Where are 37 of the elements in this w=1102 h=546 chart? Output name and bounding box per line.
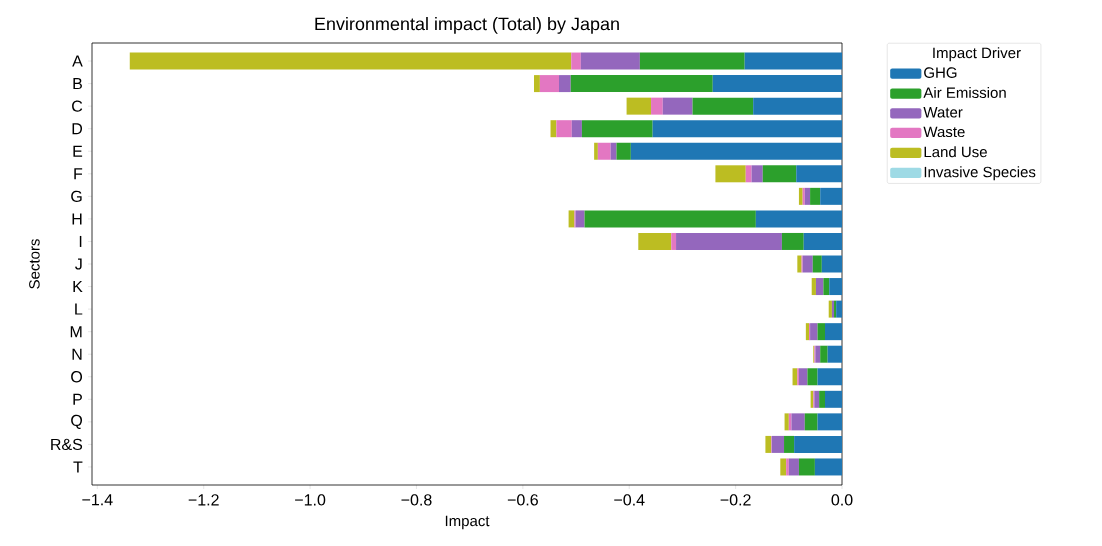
y-tick-label: R&S: [51, 438, 83, 451]
y-tick-label: H: [72, 213, 82, 225]
y-tick-label: I: [79, 235, 82, 247]
y-tick-label: B: [73, 78, 82, 90]
x-tick-label: −1.4: [82, 494, 113, 506]
y-tick-label: L: [75, 303, 83, 315]
y-tick-label: O: [71, 371, 83, 383]
x-tick-label: −0.2: [720, 494, 751, 506]
y-tick-label: Q: [71, 414, 83, 429]
x-tick-label: −1.0: [295, 494, 326, 506]
y-axis-title: Sectors: [29, 239, 40, 289]
x-tick-label: −0.4: [614, 494, 645, 506]
legend-label: GHG: [924, 67, 957, 78]
y-tick-label: M: [70, 326, 82, 338]
legend-label: Water: [923, 107, 963, 118]
x-axis-title: Impact: [445, 515, 490, 530]
y-tick-label: A: [72, 55, 83, 67]
chart-title: Environmental impact (Total) by Japan: [315, 17, 619, 34]
x-tick-label: −0.6: [507, 494, 538, 506]
legend-label: Invasive Species: [924, 166, 1036, 181]
x-tick-label: −1.2: [188, 494, 219, 506]
y-tick-label: C: [72, 100, 83, 112]
y-tick-label: D: [72, 123, 83, 135]
y-tick-label: E: [73, 145, 83, 157]
legend-title: Impact Driver: [933, 47, 1021, 62]
y-tick-label: F: [74, 168, 83, 180]
y-tick-label: P: [73, 393, 82, 405]
x-tick-label: 0.0: [831, 494, 853, 506]
y-tick-label: T: [73, 461, 83, 473]
legend-label: Land Use: [924, 146, 987, 158]
y-tick-label: N: [72, 348, 82, 360]
x-tick-label: −0.8: [401, 494, 432, 506]
y-tick-label: G: [71, 190, 82, 203]
legend-label: Air Emission: [923, 87, 1006, 99]
y-tick-label: J: [75, 258, 82, 270]
y-tick-label: K: [73, 281, 83, 293]
legend-label: Waste: [923, 126, 965, 138]
